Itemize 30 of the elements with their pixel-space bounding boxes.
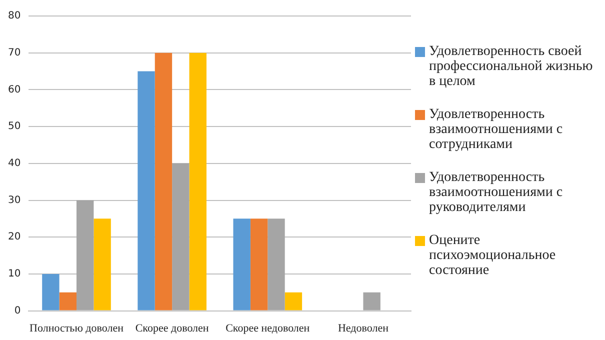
bar: [172, 163, 190, 310]
y-tick-label: 0: [14, 305, 21, 316]
x-tick-label: Полностью доволен: [30, 322, 124, 334]
legend-label: Оцените психоэмоциональное состояние: [429, 233, 557, 278]
y-tick-label: 40: [8, 158, 21, 169]
bar: [233, 218, 250, 310]
y-tick-label: 30: [8, 194, 21, 206]
bar: [42, 274, 60, 310]
y-tick-label: 50: [8, 121, 21, 132]
bar: [59, 292, 77, 310]
x-tick-label: Недоволен: [338, 322, 389, 334]
y-tick-label: 10: [8, 268, 21, 280]
legend-label: Удовлетворенность взаимоотношениями с руководителями: [429, 170, 564, 215]
bar: [76, 200, 94, 310]
bar: [94, 218, 111, 310]
y-tick-label: 60: [8, 84, 21, 96]
bar: [250, 218, 268, 310]
bar: [154, 52, 172, 310]
bar: [138, 71, 155, 310]
y-tick-label: 20: [8, 232, 21, 243]
y-tick-label: 80: [8, 10, 21, 22]
bar: [284, 292, 302, 310]
x-tick-label: Скорее доволен: [135, 322, 209, 334]
bar: [189, 52, 206, 310]
legend-label: Удовлетворенность взаимоотношениями с сотрудниками: [429, 107, 564, 152]
legend-label: Удовлетворенность своей профессиональной жизнью в целом: [429, 44, 594, 89]
x-tick-label: Скорее недоволен: [226, 322, 310, 334]
y-tick-label: 70: [8, 47, 21, 58]
bar: [268, 218, 285, 310]
bar: [363, 292, 380, 310]
